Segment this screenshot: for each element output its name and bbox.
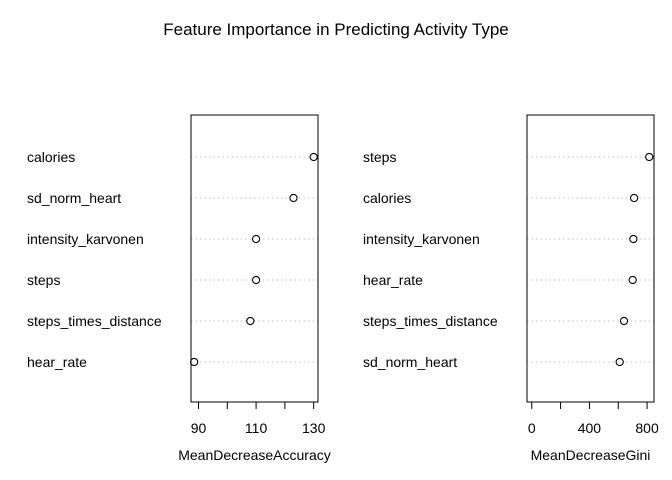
category-label: calories [363,190,411,206]
category-label: intensity_karvonen [363,231,480,247]
data-point [629,193,639,203]
category-label: hear_rate [27,354,87,370]
data-point [251,234,261,244]
x-tick-label: 110 [245,420,268,436]
category-label: sd_norm_heart [27,190,121,206]
x-axis: 90 110 130 [191,401,326,436]
data-point [309,152,318,162]
panels: caloriessd_norm_heartintensity_karvonens… [27,114,659,463]
data-point [246,316,255,326]
data-point [619,316,629,326]
x-axis: 0 400 800 [528,401,659,436]
category-label: hear_rate [363,272,423,288]
panel-1: calories sd_norm_heart intensity_karvonens… [27,114,331,463]
category-label: sd_norm_heart [363,354,457,370]
x-tick-label: 130 [302,420,326,436]
data-point [629,234,638,244]
x-tick-label: 800 [635,420,659,436]
category-label: steps_times_distance [27,313,162,329]
x-axis-label: MeanDecreaseGini [531,447,651,463]
data-point [628,275,637,285]
category-label: intensity_karvonen [27,231,144,247]
data-point [645,152,654,162]
category-label: steps [27,272,60,288]
x-tick-label: 0 [528,420,536,436]
x-axis-label: MeanDecreaseAccuracy [178,447,331,463]
panel-2: steps calories intensity_karvonen hear_rate… [363,114,659,463]
category-label: calories [27,149,75,165]
plot-frame [190,114,319,403]
data-point [289,193,298,203]
chart-title: Feature Importance in Predicting Activit… [163,20,509,39]
plot-frame [526,114,655,403]
data-point [615,357,624,367]
category-label: steps [363,149,396,165]
x-tick-label: 400 [578,420,602,436]
data-point [251,275,261,285]
data-point [190,357,199,367]
category-label: steps_times_distance [363,313,498,329]
x-tick-label: 90 [191,420,207,436]
